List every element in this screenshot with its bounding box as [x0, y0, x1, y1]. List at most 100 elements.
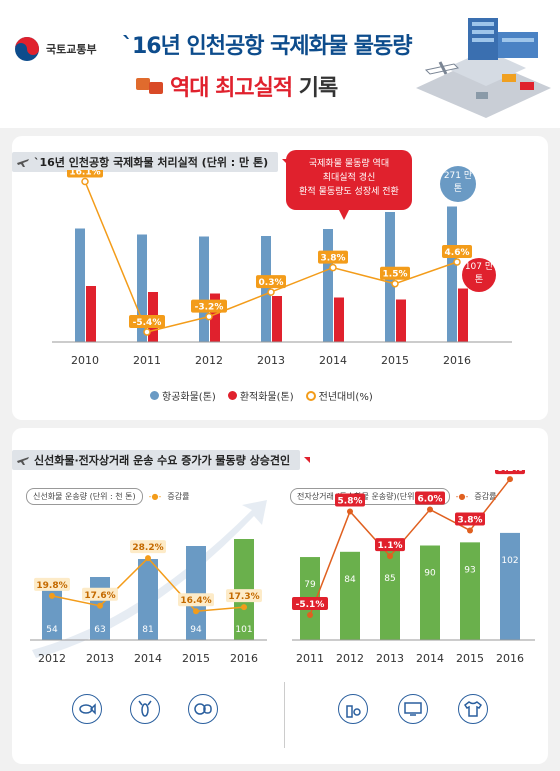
growth-point: [347, 508, 353, 515]
bar-value-label: 101: [235, 625, 252, 635]
bar-value-label: 102: [501, 556, 518, 566]
header: 국토교통부 `16년 인천공항 국제화물 물동량 역대 최고실적 기록: [0, 0, 560, 128]
fresh-cargo-bar: [186, 546, 206, 640]
growth-point: [507, 476, 513, 483]
section1-header: `16년 인천공항 국제화물 처리실적 (단위 : 만 톤): [12, 152, 289, 172]
page-subtitle: 역대 최고실적 기록: [170, 70, 338, 102]
x-tick-label: 2016: [443, 354, 471, 367]
data-label: 6.0%: [418, 495, 443, 505]
fresh-cargo-bar: [42, 586, 62, 640]
bar-value-label: 84: [344, 575, 356, 585]
bar-value-label: 94: [190, 625, 202, 635]
bar-value-label: 63: [94, 625, 105, 635]
data-label-bg: [256, 275, 286, 289]
x-tick-label: 2014: [134, 652, 162, 665]
transit-cargo-bar: [334, 297, 344, 342]
x-tick-label: 2011: [133, 354, 161, 367]
bar-value-label: 81: [142, 625, 153, 635]
growth-point: [241, 604, 247, 611]
lobster-icon: [130, 694, 160, 724]
ecommerce-chart: 79 2011 84 2012 85 2013 90 2014 93 2015 102 2016 -5.…: [292, 470, 535, 665]
growth-point: [49, 592, 55, 599]
legend-swatch: [305, 390, 316, 401]
section2-title: 신선화물·전자상거래 운송 수요 증가가 물동량 상승견인: [34, 454, 291, 467]
fresh-cargo-subheader: 신선화물 운송량 (단위 : 천 톤) -●- 증감률: [26, 488, 189, 505]
fish-icon: [72, 694, 102, 724]
yoy-point: [81, 177, 89, 186]
air-cargo-bubble: 271 만톤: [440, 166, 476, 202]
ecommerce-subtitle: 전자상거래 (특송화물 운송량)(단위 : 천 톤): [290, 488, 450, 505]
ministry-logo: 국토교통부: [14, 36, 97, 62]
yoy-point: [329, 263, 337, 272]
monitor-icon: [398, 694, 428, 724]
x-tick-label: 2012: [195, 354, 223, 367]
x-tick-label: 2010: [71, 354, 99, 367]
x-tick-label: 2015: [182, 652, 210, 665]
transit-cargo-bar: [396, 299, 406, 342]
legend-label: 전년대비(%): [318, 392, 373, 403]
plane-icon: [17, 159, 29, 167]
growth-point: [97, 602, 103, 609]
bar-value-label: 54: [46, 625, 58, 635]
data-label-bg: [380, 266, 410, 280]
x-tick-label: 2015: [456, 652, 484, 665]
data-label: 3.8%: [458, 515, 483, 525]
bar-value-label: 79: [304, 580, 316, 590]
growth-point: [387, 553, 393, 560]
tshirt-icon: [458, 694, 488, 724]
airport-illustration: [416, 18, 551, 118]
data-label-bg: [442, 245, 472, 258]
x-tick-label: 2013: [376, 652, 404, 665]
data-label: 16.1%: [69, 170, 100, 178]
x-tick-label: 2016: [230, 652, 258, 665]
x-tick-label: 2016: [496, 652, 524, 665]
data-label: 5.8%: [338, 496, 363, 506]
data-label-bg: [318, 250, 348, 264]
growth-point: [467, 527, 473, 534]
data-label-bg: [130, 540, 166, 554]
data-label-bg: [34, 577, 70, 591]
bar-value-label: 90: [424, 569, 436, 579]
yoy-point: [143, 328, 151, 336]
yoy-point: [267, 288, 275, 296]
legend-marker: -●-: [148, 492, 162, 501]
ecommerce-bar: [380, 550, 400, 640]
fresh-cargo-chart: 54 2012 63 2013 81 2014 94 2015 101 2016 19.8% 17.6…: [30, 500, 267, 665]
ecommerce-legend-label: 증감률: [474, 492, 497, 501]
data-label-bg: [335, 493, 365, 507]
section2-header: 신선화물·전자상거래 운송 수요 증가가 물동량 상승견인: [12, 450, 311, 470]
ecommerce-bar: [420, 545, 440, 640]
data-label-bg: [67, 170, 103, 178]
yoy-point: [453, 258, 461, 266]
ecommerce-subheader: 전자상거래 (특송화물 운송량)(단위 : 천 톤) -●- 증감률: [290, 488, 497, 505]
x-tick-label: 2014: [319, 354, 347, 367]
data-label: 0.3%: [259, 278, 284, 288]
callout-pointer: [338, 208, 350, 220]
data-label-bg: [455, 512, 485, 526]
x-tick-label: 2013: [257, 354, 285, 367]
x-tick-label: 2015: [381, 354, 409, 367]
data-label-bg: [495, 470, 525, 475]
ecommerce-bar: [460, 542, 480, 640]
page-title: `16년 인천공항 국제화물 물동량: [122, 34, 412, 59]
air-cargo-bar: [261, 236, 271, 342]
air-cargo-bar: [137, 234, 147, 342]
x-tick-label: 2012: [336, 652, 364, 665]
pill-icon: [188, 694, 218, 724]
legend-item: 전년대비(%): [305, 388, 373, 403]
data-label: 17.6%: [84, 591, 115, 601]
legend-item: 항공화물(톤): [150, 388, 216, 403]
transit-cargo-bubble: 107 만톤: [462, 258, 496, 292]
section1-title: `16년 인천공항 국제화물 처리실적 (단위 : 만 톤): [34, 156, 269, 169]
yoy-point: [391, 279, 399, 288]
legend-label: 환적화물(톤): [239, 392, 294, 403]
subtitle-rest: 기록: [292, 76, 338, 101]
fresh-icons: [72, 694, 218, 724]
chart1-legend: 항공화물(톤) 환적화물(톤) 전년대비(%): [150, 388, 373, 403]
air-cargo-bar: [75, 228, 85, 342]
growth-point: [145, 555, 151, 562]
fresh-cargo-bar: [138, 559, 158, 640]
callout-line: 환적 물동량도 성장세 전환: [299, 187, 399, 197]
air-cargo-bar: [447, 206, 457, 342]
data-label-bg: [178, 593, 214, 607]
